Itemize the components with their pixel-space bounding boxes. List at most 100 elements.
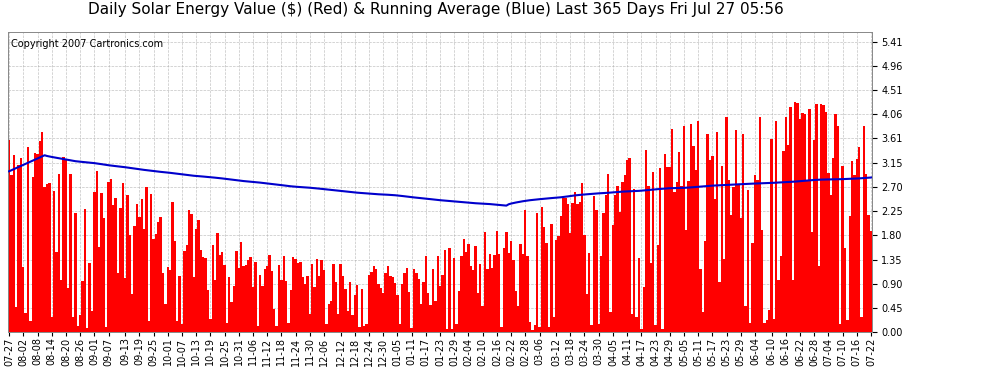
Bar <box>683 126 685 332</box>
Bar <box>171 202 173 332</box>
Bar <box>380 288 382 332</box>
Bar <box>450 329 453 332</box>
Bar <box>763 323 765 332</box>
Bar <box>442 275 444 332</box>
Bar <box>57 174 60 332</box>
Bar <box>770 140 773 332</box>
Bar <box>259 275 261 332</box>
Bar <box>231 302 233 332</box>
Bar <box>268 255 270 332</box>
Bar <box>460 256 462 332</box>
Bar <box>550 224 552 332</box>
Bar <box>188 210 190 332</box>
Bar <box>139 217 141 332</box>
Bar <box>372 266 375 332</box>
Bar <box>340 264 342 332</box>
Bar <box>512 261 515 332</box>
Bar <box>780 256 782 332</box>
Bar <box>484 232 486 332</box>
Bar <box>325 324 328 332</box>
Bar <box>823 105 825 332</box>
Bar <box>190 214 193 332</box>
Bar <box>76 326 79 332</box>
Bar <box>806 180 808 332</box>
Bar <box>285 281 287 332</box>
Bar <box>273 309 275 332</box>
Bar <box>119 208 122 332</box>
Bar <box>472 270 474 332</box>
Bar <box>243 266 245 332</box>
Bar <box>202 256 205 332</box>
Bar <box>486 268 489 332</box>
Bar <box>446 329 448 332</box>
Bar <box>88 263 91 332</box>
Bar <box>270 271 273 332</box>
Bar <box>498 255 500 332</box>
Bar <box>457 291 460 332</box>
Bar <box>185 245 188 332</box>
Bar <box>862 126 865 332</box>
Bar <box>146 188 148 332</box>
Bar <box>695 170 697 332</box>
Bar <box>626 160 629 332</box>
Bar <box>714 199 716 332</box>
Bar <box>432 269 435 332</box>
Bar <box>411 328 413 332</box>
Bar <box>820 105 823 332</box>
Bar <box>117 273 119 332</box>
Bar <box>544 227 545 332</box>
Bar <box>216 233 219 332</box>
Bar <box>835 114 837 332</box>
Bar <box>261 286 263 332</box>
Bar <box>564 198 566 332</box>
Bar <box>401 284 403 332</box>
Bar <box>865 174 867 332</box>
Bar <box>131 294 134 332</box>
Bar <box>427 292 430 332</box>
Bar <box>337 314 340 332</box>
Bar <box>396 295 399 332</box>
Bar <box>595 210 598 332</box>
Bar <box>86 328 88 332</box>
Bar <box>510 242 512 332</box>
Bar <box>72 317 74 332</box>
Bar <box>843 248 846 332</box>
Bar <box>159 217 161 332</box>
Bar <box>719 282 721 332</box>
Bar <box>112 205 115 332</box>
Bar <box>785 117 787 332</box>
Bar <box>377 284 380 332</box>
Bar <box>8 141 10 332</box>
Bar <box>614 195 617 332</box>
Bar <box>233 286 236 332</box>
Bar <box>479 264 481 332</box>
Bar <box>641 329 643 332</box>
Bar <box>858 147 860 332</box>
Bar <box>607 174 610 332</box>
Bar <box>576 204 578 332</box>
Bar <box>529 322 532 332</box>
Bar <box>541 207 544 332</box>
Bar <box>578 202 581 332</box>
Bar <box>394 283 396 332</box>
Bar <box>157 222 159 332</box>
Bar <box>60 280 62 332</box>
Bar <box>413 270 415 332</box>
Bar <box>141 199 143 332</box>
Bar <box>465 252 467 332</box>
Bar <box>825 112 828 332</box>
Bar <box>520 244 522 332</box>
Bar <box>545 243 547 332</box>
Bar <box>850 161 853 332</box>
Bar <box>314 286 316 332</box>
Bar <box>64 159 67 332</box>
Bar <box>176 321 178 332</box>
Bar <box>10 174 13 332</box>
Bar <box>306 276 309 332</box>
Bar <box>744 306 746 332</box>
Bar <box>197 220 200 332</box>
Bar <box>249 257 251 332</box>
Bar <box>571 203 574 332</box>
Bar <box>792 280 794 332</box>
Bar <box>467 244 469 332</box>
